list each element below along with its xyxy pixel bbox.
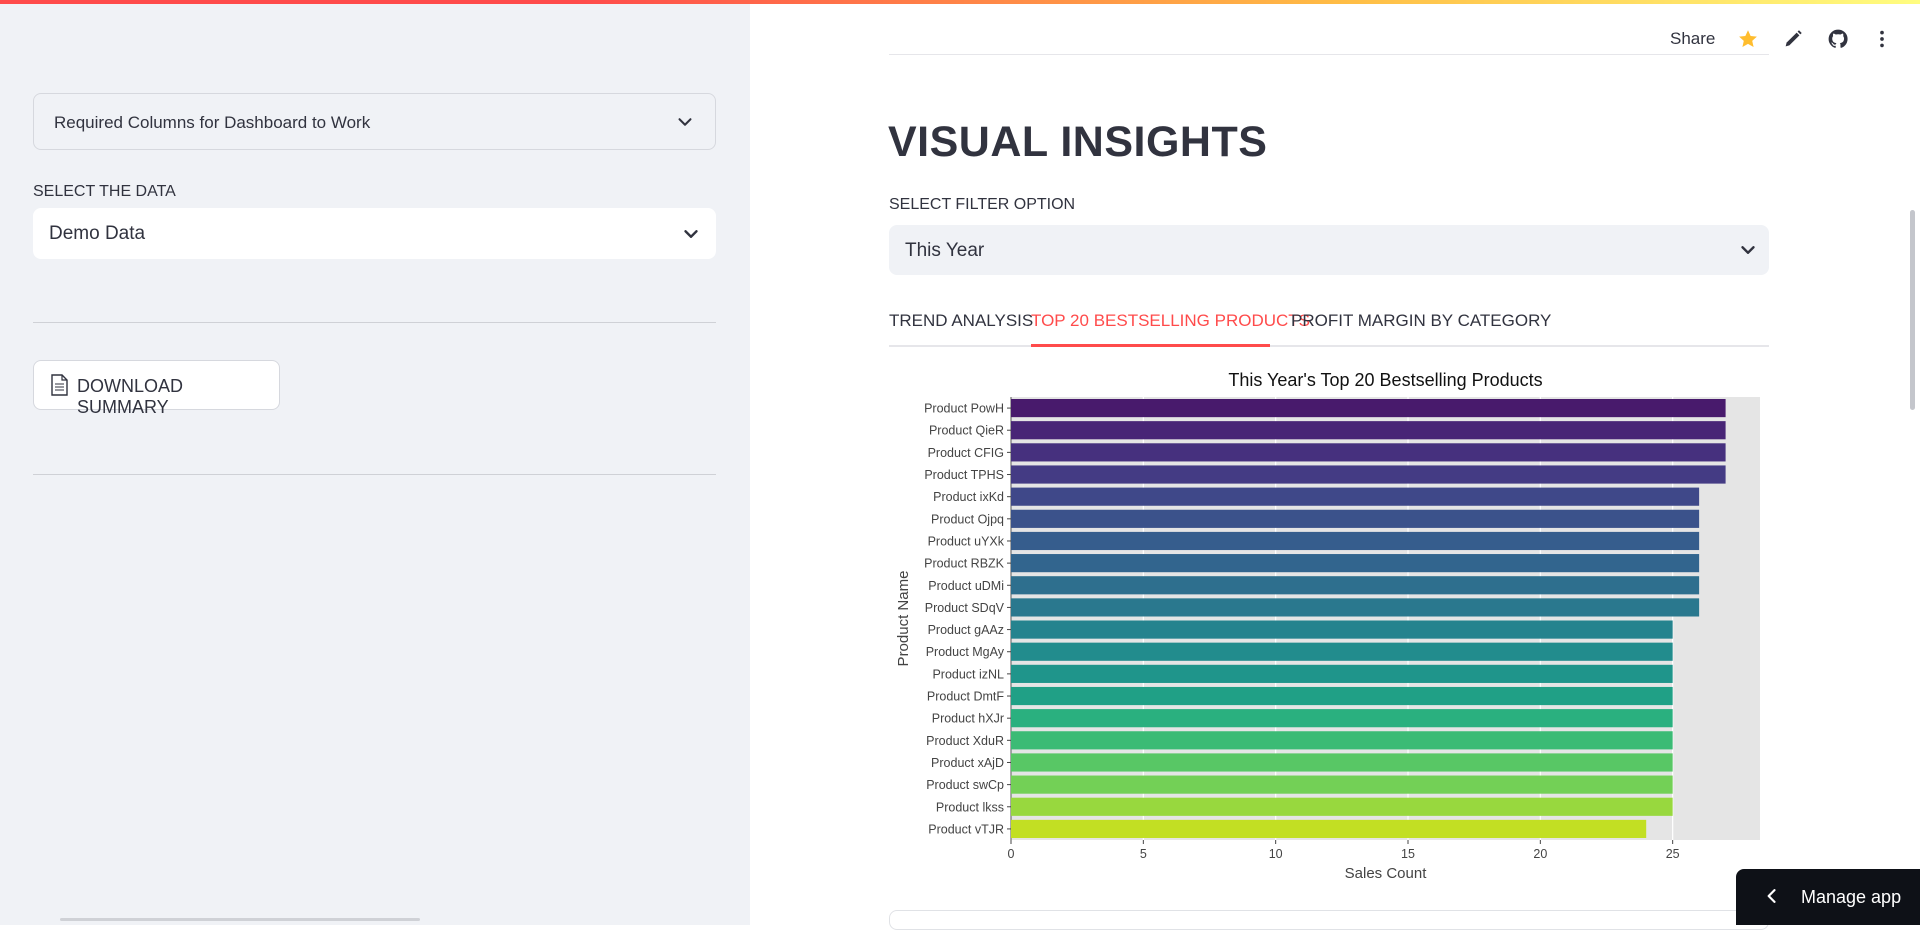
y-tick-label: Product uDMi <box>928 579 1004 593</box>
filter-label: SELECT FILTER OPTION <box>889 196 1076 213</box>
chevron-down-icon <box>680 223 702 245</box>
y-tick-label: Product vTJR <box>928 822 1004 836</box>
page-title: VISUAL INSIGHTS <box>888 118 1268 166</box>
manage-app-button[interactable]: Manage app <box>1736 869 1920 925</box>
y-tick-label: Product CFIG <box>928 446 1004 460</box>
y-tick-label: Product XduR <box>926 734 1004 748</box>
x-tick-label: 25 <box>1666 847 1680 861</box>
data-select[interactable]: Demo Data <box>33 208 716 259</box>
y-axis-label: Product Name <box>895 571 912 667</box>
filter-select[interactable]: This Year <box>889 225 1769 275</box>
sidebar <box>0 4 750 925</box>
chevron-left-icon <box>1762 886 1782 906</box>
bar <box>1011 421 1726 440</box>
edit-pencil-icon[interactable] <box>1782 28 1804 50</box>
bar <box>1011 509 1700 528</box>
document-icon <box>50 374 68 396</box>
y-tick-label: Product xAjD <box>931 756 1004 770</box>
y-tick-label: Product DmtF <box>927 690 1004 704</box>
tab-top-20-bestselling[interactable]: TOP 20 BESTSELLING PRODUCTS <box>1031 311 1311 330</box>
top-decoration-bar <box>0 0 1920 4</box>
bestselling-products-chart: Product PowH Product QieR Product CFIG Prod… <box>889 364 1769 894</box>
y-tick-label: Product izNL <box>932 667 1004 681</box>
y-tick-label: Product Ojpq <box>931 512 1004 526</box>
bar <box>1011 465 1726 484</box>
x-tick-label: 0 <box>1008 847 1015 861</box>
x-tick-label: 5 <box>1140 847 1147 861</box>
y-tick-label: Product gAAz <box>928 623 1004 637</box>
filter-select-value: This Year <box>905 240 985 261</box>
x-tick-label: 10 <box>1269 847 1283 861</box>
share-button[interactable]: Share <box>1670 29 1716 48</box>
bar <box>1011 398 1726 418</box>
x-tick-label: 15 <box>1401 847 1415 861</box>
bar <box>1011 775 1673 794</box>
x-axis-label: Sales Count <box>1345 865 1428 882</box>
header-divider <box>889 54 1769 55</box>
bar <box>1011 686 1673 706</box>
y-tick-label: Product TPHS <box>924 468 1004 482</box>
bar <box>1011 487 1700 506</box>
active-tab-indicator <box>1031 344 1270 347</box>
plot-background <box>1011 397 1760 840</box>
bar <box>1011 819 1647 839</box>
star-icon[interactable] <box>1737 28 1759 50</box>
chevron-down-icon <box>1737 239 1759 261</box>
y-tick-label: Product uYXk <box>928 534 1005 548</box>
main-scrollbar[interactable] <box>1910 210 1915 410</box>
sidebar-divider <box>33 474 716 475</box>
y-tick-label: Product RBZK <box>924 557 1005 571</box>
sidebar-divider <box>33 322 716 323</box>
bar <box>1011 753 1673 772</box>
tab-trend-analysis[interactable]: TREND ANALYSIS <box>889 311 1034 330</box>
chart-title: This Year's Top 20 Bestselling Products <box>1228 370 1542 390</box>
bar <box>1011 664 1673 683</box>
bar <box>1011 598 1700 617</box>
select-data-label: SELECT THE DATA <box>33 183 176 200</box>
more-vertical-icon[interactable] <box>1871 28 1893 50</box>
bar <box>1011 642 1673 661</box>
y-tick-label: Product hXJr <box>932 712 1004 726</box>
chevron-down-icon <box>674 111 696 133</box>
expander-label: Required Columns for Dashboard to Work <box>54 113 371 132</box>
download-summary-label: DOWNLOAD SUMMARY <box>77 376 184 417</box>
bar <box>1011 531 1700 551</box>
github-icon[interactable] <box>1827 28 1849 50</box>
bar <box>1011 709 1673 728</box>
data-select-value: Demo Data <box>49 223 146 244</box>
y-tick-label: Product lkss <box>936 800 1004 814</box>
bar <box>1011 554 1700 573</box>
bar <box>1011 797 1673 816</box>
tab-profit-margin[interactable]: PROFIT MARGIN BY CATEGORY <box>1291 311 1552 330</box>
required-columns-expander[interactable]: Required Columns for Dashboard to Work <box>33 93 716 150</box>
sidebar-scrollbar[interactable] <box>60 918 420 921</box>
x-tick-label: 20 <box>1533 847 1547 861</box>
y-tick-label: Product swCp <box>926 778 1004 792</box>
next-section-box <box>889 910 1769 930</box>
y-tick-label: Product SDqV <box>925 601 1005 615</box>
bar <box>1011 731 1673 750</box>
bar <box>1011 443 1726 462</box>
tabs-divider <box>889 345 1769 347</box>
y-tick-label: Product MgAy <box>926 645 1005 659</box>
download-summary-button[interactable]: DOWNLOAD SUMMARY <box>33 360 280 417</box>
y-tick-label: Product QieR <box>929 424 1004 438</box>
bar <box>1011 620 1673 639</box>
y-tick-label: Product PowH <box>924 402 1004 416</box>
y-tick-label: Product ixKd <box>933 490 1004 504</box>
bar <box>1011 576 1700 595</box>
manage-app-label: Manage app <box>1801 887 1902 907</box>
